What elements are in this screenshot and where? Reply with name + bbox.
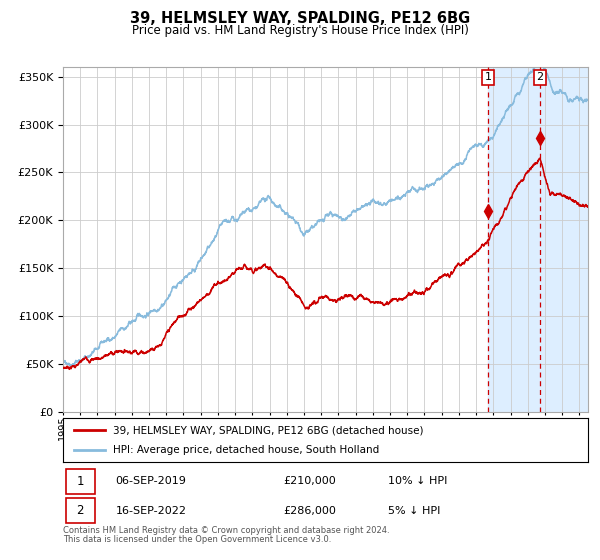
Text: 5% ↓ HPI: 5% ↓ HPI <box>389 506 441 516</box>
Text: 06-SEP-2019: 06-SEP-2019 <box>115 476 187 486</box>
Text: 1: 1 <box>76 475 84 488</box>
Text: 16-SEP-2022: 16-SEP-2022 <box>115 506 187 516</box>
Text: Contains HM Land Registry data © Crown copyright and database right 2024.: Contains HM Land Registry data © Crown c… <box>63 526 389 535</box>
FancyBboxPatch shape <box>65 498 95 523</box>
Text: 2: 2 <box>536 72 544 82</box>
Text: 39, HELMSLEY WAY, SPALDING, PE12 6BG: 39, HELMSLEY WAY, SPALDING, PE12 6BG <box>130 11 470 26</box>
Text: 2: 2 <box>76 504 84 517</box>
Text: This data is licensed under the Open Government Licence v3.0.: This data is licensed under the Open Gov… <box>63 535 331 544</box>
Text: HPI: Average price, detached house, South Holland: HPI: Average price, detached house, Sout… <box>113 445 379 455</box>
Bar <box>488 67 588 412</box>
Text: £286,000: £286,000 <box>284 506 337 516</box>
FancyBboxPatch shape <box>65 469 95 493</box>
Text: 1: 1 <box>485 72 491 82</box>
Text: Price paid vs. HM Land Registry's House Price Index (HPI): Price paid vs. HM Land Registry's House … <box>131 24 469 36</box>
Text: 10% ↓ HPI: 10% ↓ HPI <box>389 476 448 486</box>
Text: 39, HELMSLEY WAY, SPALDING, PE12 6BG (detached house): 39, HELMSLEY WAY, SPALDING, PE12 6BG (de… <box>113 425 424 435</box>
Text: £210,000: £210,000 <box>284 476 336 486</box>
